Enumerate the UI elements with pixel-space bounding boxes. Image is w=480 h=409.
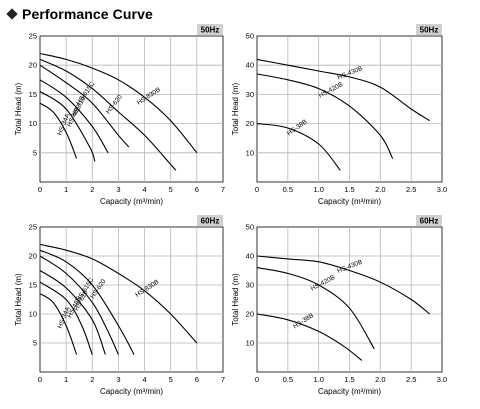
frequency-badge-label: 50Hz: [201, 26, 220, 35]
x-tick-label: 3: [116, 375, 120, 384]
series-line-hs-620: [39, 249, 135, 355]
x-tick-label: 1: [64, 185, 68, 194]
series-line-hs-34a: [39, 293, 78, 355]
y-tick-label: 40: [246, 252, 254, 261]
series-line-hs-830b: [39, 52, 198, 154]
series-line-hs-615c: [39, 255, 119, 355]
x-axis-label: Capacity (m³/min): [100, 197, 163, 206]
series-line-hs-48e: [39, 281, 93, 355]
y-tick-label: 10: [29, 310, 37, 319]
y-tick-label: 20: [246, 119, 254, 128]
y-axis-label: Total Head (m): [231, 273, 240, 326]
page-title: Performance Curve: [22, 6, 153, 22]
series-line-hs-610: [39, 270, 106, 355]
series-line-hs-610: [39, 79, 109, 154]
x-tick-label: 2.0: [375, 185, 385, 194]
frequency-badge-label: 60Hz: [420, 217, 439, 226]
y-tick-label: 30: [246, 90, 254, 99]
series-line-hs-420b: [256, 73, 394, 159]
chart-2: 0 0.5 1.0 1.5 2.0 2.5 3.0 10 20 30 40 50 50Hz Capacit…: [231, 24, 447, 206]
x-axis-label: Capacity (m³/min): [100, 387, 163, 396]
y-tick-label: 50: [246, 223, 254, 232]
y-tick-label: 20: [29, 61, 37, 70]
x-tick-label: 2.5: [406, 185, 416, 194]
series-line-hs-420b: [256, 267, 375, 350]
x-tick-label: 2: [90, 185, 94, 194]
series-line-hs-38b: [256, 123, 341, 171]
series-line-hs-430b: [256, 255, 431, 315]
x-tick-label: 1.0: [313, 375, 323, 384]
y-tick-label: 5: [33, 148, 37, 157]
x-tick-label: 0: [38, 185, 42, 194]
page-header: Performance Curve: [4, 4, 153, 24]
x-tick-label: 1.0: [313, 185, 323, 194]
y-tick-label: 20: [246, 310, 254, 319]
y-tick-label: 50: [246, 32, 254, 41]
frequency-badge: [416, 215, 442, 226]
x-tick-label: 1.5: [344, 375, 354, 384]
x-tick-label: 3: [116, 185, 120, 194]
y-tick-label: 10: [246, 148, 254, 157]
x-tick-label: 2.5: [406, 375, 416, 384]
y-tick-label: 30: [246, 281, 254, 290]
x-tick-label: 2.0: [375, 375, 385, 384]
frequency-badge: [197, 215, 223, 226]
x-tick-label: 0: [255, 185, 259, 194]
y-tick-label: 25: [29, 223, 37, 232]
frequency-badge: [416, 24, 442, 35]
y-tick-label: 10: [246, 339, 254, 348]
x-tick-label: 5: [169, 185, 173, 194]
x-axis-label: Capacity (m³/min): [318, 197, 381, 206]
x-tick-label: 0: [38, 375, 42, 384]
x-tick-label: 6: [195, 185, 199, 194]
x-tick-label: 2: [90, 375, 94, 384]
y-axis-label: Total Head (m): [231, 82, 240, 135]
y-axis-label: Total Head (m): [14, 273, 23, 326]
series-line-hs-34a: [39, 102, 78, 159]
chart-3: 0 1 2 3 4 5 6 7 5 10 15 20 25 60Hz Capacity (m³/min) To…: [14, 215, 225, 396]
series-line-hs-620: [39, 58, 177, 171]
y-tick-label: 15: [29, 281, 37, 290]
y-tick-label: 5: [33, 339, 37, 348]
x-tick-label: 4: [142, 185, 146, 194]
x-tick-label: 7: [221, 185, 225, 194]
series-line-hs-615c: [39, 64, 130, 148]
frequency-badge-label: 60Hz: [201, 217, 220, 226]
x-tick-label: 0.5: [283, 185, 293, 194]
x-tick-label: 4: [142, 375, 146, 384]
y-tick-label: 10: [29, 119, 37, 128]
y-tick-label: 25: [29, 32, 37, 41]
series-line-hs-48e: [39, 91, 96, 162]
series-line-hs-38b: [256, 313, 363, 361]
chart-1: 0 1 2 3 4 5 6 7 5 10 15 20 25 50Hz Capacity (m³/min) To…: [14, 24, 225, 206]
chart-4: 0 0.5 1.0 1.5 2.0 2.5 3.0 10 20 30 40 50 60Hz Capacit…: [231, 215, 447, 396]
y-tick-label: 40: [246, 61, 254, 70]
y-axis-label: Total Head (m): [14, 82, 23, 135]
x-tick-label: 3.0: [437, 375, 447, 384]
y-tick-label: 20: [29, 252, 37, 261]
frequency-badge: [197, 24, 223, 35]
x-tick-label: 3.0: [437, 185, 447, 194]
x-tick-label: 0: [255, 375, 259, 384]
x-tick-label: 1.5: [344, 185, 354, 194]
x-axis-label: Capacity (m³/min): [318, 387, 381, 396]
frequency-badge-label: 50Hz: [420, 26, 439, 35]
x-tick-label: 7: [221, 375, 225, 384]
x-tick-label: 1: [64, 375, 68, 384]
y-tick-label: 15: [29, 90, 37, 99]
x-tick-label: 5: [169, 375, 173, 384]
plot-area: [39, 35, 224, 183]
series-line-hs-430b: [256, 58, 430, 122]
x-tick-label: 0.5: [283, 375, 293, 384]
series-line-hs-830b: [39, 243, 198, 344]
x-tick-label: 6: [195, 375, 199, 384]
